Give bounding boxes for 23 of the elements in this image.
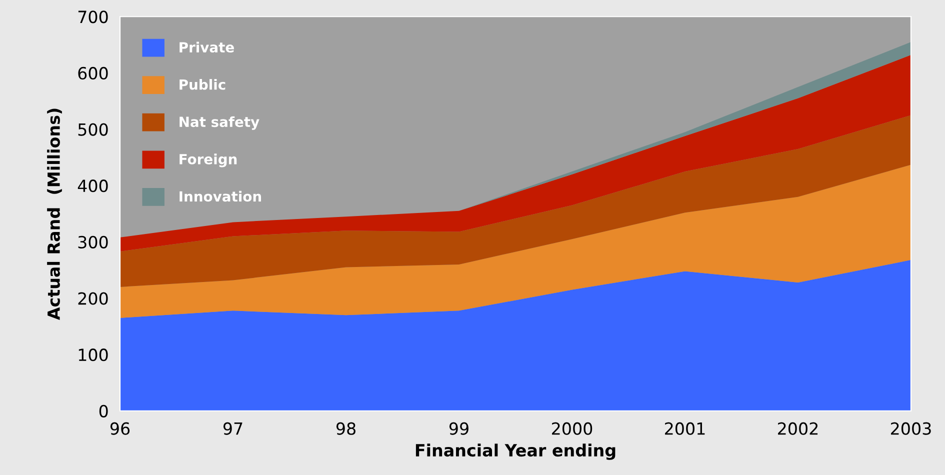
y-tick-label: 100 (78, 348, 108, 362)
y-tick-label: 0 (99, 404, 108, 418)
y-tick-label: 500 (78, 123, 108, 136)
x-tick-label: 96 (110, 422, 130, 435)
x-tick-label: 2001 (665, 422, 705, 435)
legend-label: Private (180, 42, 234, 53)
legend-label: Foreign (180, 154, 237, 168)
y-tick-label: 700 (78, 10, 108, 24)
y-tick-label: 200 (78, 292, 108, 305)
y-tick-label: 300 (78, 236, 108, 248)
x-axis-title: Financial Year ending (416, 444, 616, 460)
x-tick-label: 98 (336, 422, 356, 435)
legend-label: Innovation (180, 190, 262, 202)
y-tick-label: 400 (78, 180, 108, 192)
y-axis-title: Actual Rand (Millions) (47, 108, 62, 320)
legend-label: Nat safety (180, 116, 260, 130)
x-tick-label: 2003 (890, 422, 931, 435)
x-tick-label: 2002 (778, 422, 818, 435)
x-tick-label: 99 (449, 422, 468, 435)
x-tick-label: 2000 (552, 422, 592, 435)
legend-label: Public (180, 79, 226, 90)
y-tick-label: 600 (78, 66, 108, 80)
x-tick-label: 97 (223, 422, 242, 435)
